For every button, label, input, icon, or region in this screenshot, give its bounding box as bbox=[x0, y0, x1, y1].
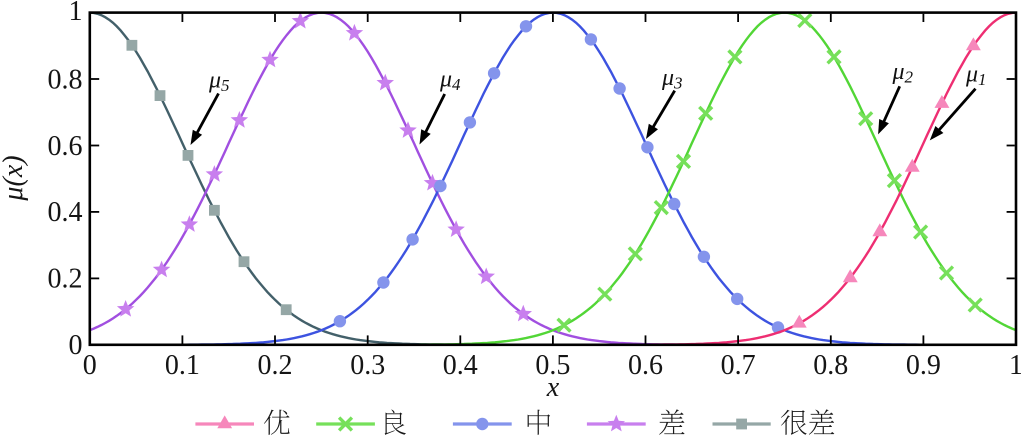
svg-text:1: 1 bbox=[1009, 350, 1021, 381]
svg-text:0.7: 0.7 bbox=[721, 350, 756, 381]
svg-text:0.9: 0.9 bbox=[906, 350, 941, 381]
svg-text:0.8: 0.8 bbox=[48, 64, 83, 95]
svg-text:0.2: 0.2 bbox=[258, 350, 293, 381]
svg-text:0.4: 0.4 bbox=[443, 350, 478, 381]
svg-text:0.4: 0.4 bbox=[48, 197, 83, 228]
svg-text:1: 1 bbox=[69, 0, 83, 27]
svg-text:0: 0 bbox=[83, 350, 97, 381]
svg-text:x: x bbox=[546, 372, 560, 403]
svg-text:0.5: 0.5 bbox=[535, 350, 570, 381]
svg-text:0.6: 0.6 bbox=[628, 350, 663, 381]
svg-text:μ(x): μ(x) bbox=[0, 155, 29, 201]
svg-text:0.2: 0.2 bbox=[48, 264, 83, 295]
svg-text:0.8: 0.8 bbox=[813, 350, 848, 381]
svg-text:0: 0 bbox=[69, 330, 83, 361]
svg-text:0.6: 0.6 bbox=[48, 131, 83, 162]
svg-text:0.1: 0.1 bbox=[165, 350, 200, 381]
svg-text:0.3: 0.3 bbox=[350, 350, 385, 381]
